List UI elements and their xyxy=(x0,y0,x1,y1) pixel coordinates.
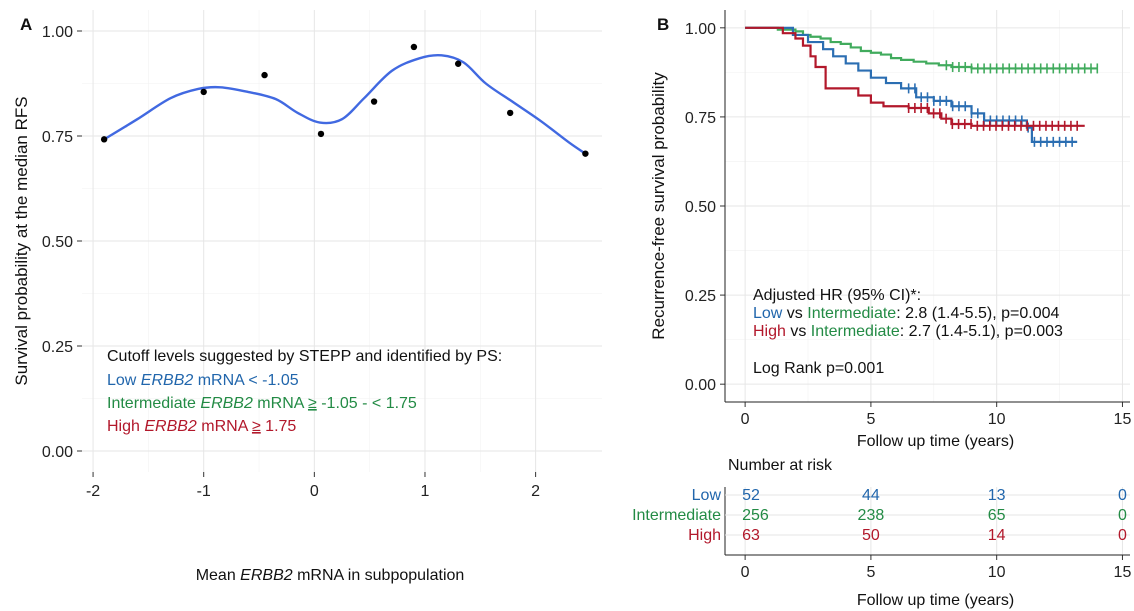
text-span: Intermediate xyxy=(107,395,200,412)
risk-table-x-tick-label: 15 xyxy=(1114,564,1132,581)
panel-a-x-tick-label: 1 xyxy=(421,483,430,500)
panel-b-km-curve-high xyxy=(745,26,1085,127)
text-span: ≥ xyxy=(308,395,317,412)
risk-table-row-label: Low xyxy=(692,487,722,504)
panel-a-data-point xyxy=(454,60,462,67)
risk-table-cell: 0 xyxy=(1118,527,1127,544)
text-span: ERBB2 xyxy=(240,567,293,584)
panel-b-x-tick-label: 5 xyxy=(866,411,875,428)
text-span: mRNA in subpopulation xyxy=(293,567,465,584)
text-span: ERBB2 xyxy=(141,372,194,389)
panel-a-y-tick-label: 1.00 xyxy=(42,24,73,41)
panel-a-data-point xyxy=(370,98,378,105)
risk-table-cell: 65 xyxy=(988,507,1006,524)
text-span: mRNA xyxy=(197,418,252,435)
panel-a-x-tick-label: -1 xyxy=(197,483,211,500)
panel-a-annotation-title: Cutoff levels suggested by STEPP and ide… xyxy=(107,348,502,365)
text-span: Intermediate xyxy=(807,305,896,322)
risk-table-cell: 50 xyxy=(862,527,880,544)
text-span: ≥ xyxy=(252,418,261,435)
risk-table-cell: 52 xyxy=(742,487,760,504)
text-span: : 2.7 (1.4-5.1), p=0.003 xyxy=(900,323,1063,340)
panel-b-x-tick-label: 10 xyxy=(988,411,1006,428)
panel-a-label: A xyxy=(20,15,32,34)
panel-b-logrank-text: Log Rank p=0.001 xyxy=(753,360,884,377)
panel-b-label: B xyxy=(657,15,669,34)
text-span: mRNA < -1.05 xyxy=(193,372,298,389)
panel-a-data-point xyxy=(100,136,108,143)
risk-table-cell: 14 xyxy=(988,527,1006,544)
panel-b-x-tick-label: 15 xyxy=(1114,411,1132,428)
panel-a-cutoff-line: High ERBB2 mRNA ≥ 1.75 xyxy=(107,418,296,435)
panel-b-hr-line: High vs Intermediate: 2.7 (1.4-5.1), p=0… xyxy=(753,323,1063,340)
risk-table-cell: 44 xyxy=(862,487,880,504)
risk-table-x-axis-title: Follow up time (years) xyxy=(857,592,1014,609)
panel-b-hr-line: Low vs Intermediate: 2.8 (1.4-5.5), p=0.… xyxy=(753,305,1060,322)
text-span: vs xyxy=(782,305,807,322)
risk-table-cell: 238 xyxy=(858,507,885,524)
risk-table-title: Number at risk xyxy=(728,457,833,474)
panel-a-data-point xyxy=(200,88,207,96)
panel-b-x-tick-label: 0 xyxy=(741,411,750,428)
text-span: : 2.8 (1.4-5.5), p=0.004 xyxy=(896,305,1059,322)
panel-a-y-tick-label: 0.75 xyxy=(42,129,73,146)
panel-a-smooth-line xyxy=(103,53,587,155)
text-span: Low xyxy=(107,372,141,389)
risk-table-x-tick-label: 10 xyxy=(988,564,1006,581)
risk-table-cell: 13 xyxy=(988,487,1006,504)
panel-a-y-axis-title: Survival probability at the median RFS xyxy=(12,96,31,385)
text-span: ERBB2 xyxy=(200,395,253,412)
panel-a-data-point xyxy=(410,43,418,51)
panel-a-data-point xyxy=(261,71,268,79)
text-span: -1.05 - < 1.75 xyxy=(317,395,417,412)
panel-b-y-axis-title: Recurrence-free survival probability xyxy=(649,72,668,340)
risk-table-row-label: High xyxy=(688,527,721,544)
panel-b-y-tick-label: 0.50 xyxy=(685,199,716,216)
panel-a-data-point xyxy=(317,130,325,138)
panel-b-y-tick-label: 0.00 xyxy=(685,377,716,394)
risk-table-x-tick-label: 5 xyxy=(866,564,875,581)
panel-b-y-tick-label: 0.75 xyxy=(685,110,716,127)
risk-table-cell: 63 xyxy=(742,527,760,544)
panel-b-y-tick-label: 0.25 xyxy=(685,288,716,305)
text-span: vs xyxy=(786,323,811,340)
panel-a-x-tick-label: 0 xyxy=(310,483,319,500)
panel-a-data-point xyxy=(506,109,514,117)
text-span: Intermediate xyxy=(811,323,900,340)
panel-a-x-tick-label: 2 xyxy=(531,483,540,500)
text-span: High xyxy=(107,418,144,435)
text-span: 1.75 xyxy=(261,418,297,435)
risk-table-cell: 0 xyxy=(1118,507,1127,524)
text-span: Low xyxy=(753,305,783,322)
text-span: mRNA xyxy=(253,395,308,412)
risk-table-x-tick-label: 0 xyxy=(741,564,750,581)
panel-b-annotation-title: Adjusted HR (95% CI)*: xyxy=(753,287,921,304)
panel-a-cutoff-line: Intermediate ERBB2 mRNA ≥ -1.05 - < 1.75 xyxy=(107,395,417,412)
panel-a-data-point xyxy=(582,150,589,157)
risk-table-cell: 256 xyxy=(742,507,769,524)
panel-a-cutoff-line: Low ERBB2 mRNA < -1.05 xyxy=(107,372,299,389)
panel-a-x-tick-label: -2 xyxy=(86,483,100,500)
panel-a-x-axis-title: Mean ERBB2 mRNA in subpopulation xyxy=(196,567,465,584)
text-span: ERBB2 xyxy=(144,418,197,435)
text-span: Mean xyxy=(196,567,240,584)
panel-b-y-tick-label: 1.00 xyxy=(685,21,716,38)
risk-table-area xyxy=(725,487,1130,555)
panel-a-y-tick-label: 0.25 xyxy=(42,339,73,356)
text-span: High xyxy=(753,323,786,340)
risk-table-row-label: Intermediate xyxy=(632,507,721,524)
panel-a-y-tick-label: 0.00 xyxy=(42,444,73,461)
panel-b-x-axis-title: Follow up time (years) xyxy=(857,433,1014,450)
panel-a-y-tick-label: 0.50 xyxy=(42,234,73,251)
risk-table-cell: 0 xyxy=(1118,487,1127,504)
